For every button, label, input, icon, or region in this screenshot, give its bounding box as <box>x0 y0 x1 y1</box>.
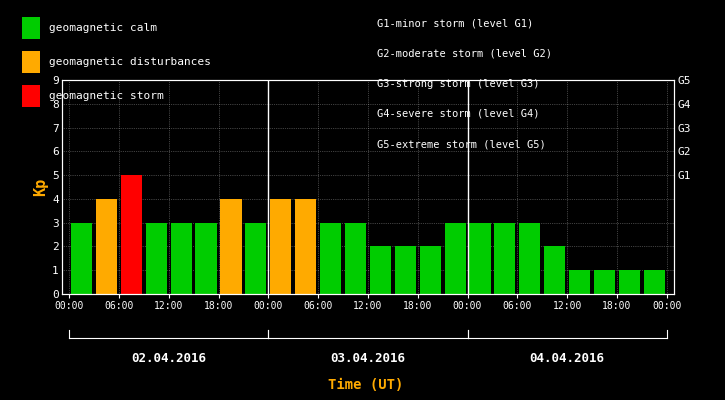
Text: G4-severe storm (level G4): G4-severe storm (level G4) <box>377 109 539 119</box>
Bar <box>394 246 416 294</box>
Text: G5-extreme storm (level G5): G5-extreme storm (level G5) <box>377 139 546 149</box>
Bar <box>245 223 267 294</box>
Bar <box>569 270 590 294</box>
Text: Time (UT): Time (UT) <box>328 378 404 392</box>
Bar <box>345 223 366 294</box>
Bar <box>469 223 491 294</box>
Bar <box>96 199 117 294</box>
Bar <box>519 223 540 294</box>
Text: G3-strong storm (level G3): G3-strong storm (level G3) <box>377 79 539 89</box>
Text: geomagnetic storm: geomagnetic storm <box>49 91 163 101</box>
Bar <box>444 223 465 294</box>
Text: geomagnetic calm: geomagnetic calm <box>49 23 157 33</box>
Bar <box>146 223 167 294</box>
Text: G2-moderate storm (level G2): G2-moderate storm (level G2) <box>377 49 552 59</box>
Bar <box>270 199 291 294</box>
Bar <box>619 270 640 294</box>
Bar <box>295 199 316 294</box>
Bar <box>170 223 191 294</box>
Text: 04.04.2016: 04.04.2016 <box>530 352 605 364</box>
Bar <box>420 246 441 294</box>
Text: 03.04.2016: 03.04.2016 <box>331 352 405 364</box>
Bar <box>320 223 341 294</box>
Bar <box>644 270 665 294</box>
Y-axis label: Kp: Kp <box>33 178 48 196</box>
Bar <box>220 199 241 294</box>
Text: geomagnetic disturbances: geomagnetic disturbances <box>49 57 210 67</box>
Bar <box>594 270 615 294</box>
Text: 02.04.2016: 02.04.2016 <box>131 352 206 364</box>
Bar <box>71 223 92 294</box>
Text: G1-minor storm (level G1): G1-minor storm (level G1) <box>377 19 534 29</box>
Bar <box>196 223 217 294</box>
Bar <box>370 246 391 294</box>
Bar <box>494 223 515 294</box>
Bar <box>121 175 142 294</box>
Bar <box>544 246 566 294</box>
